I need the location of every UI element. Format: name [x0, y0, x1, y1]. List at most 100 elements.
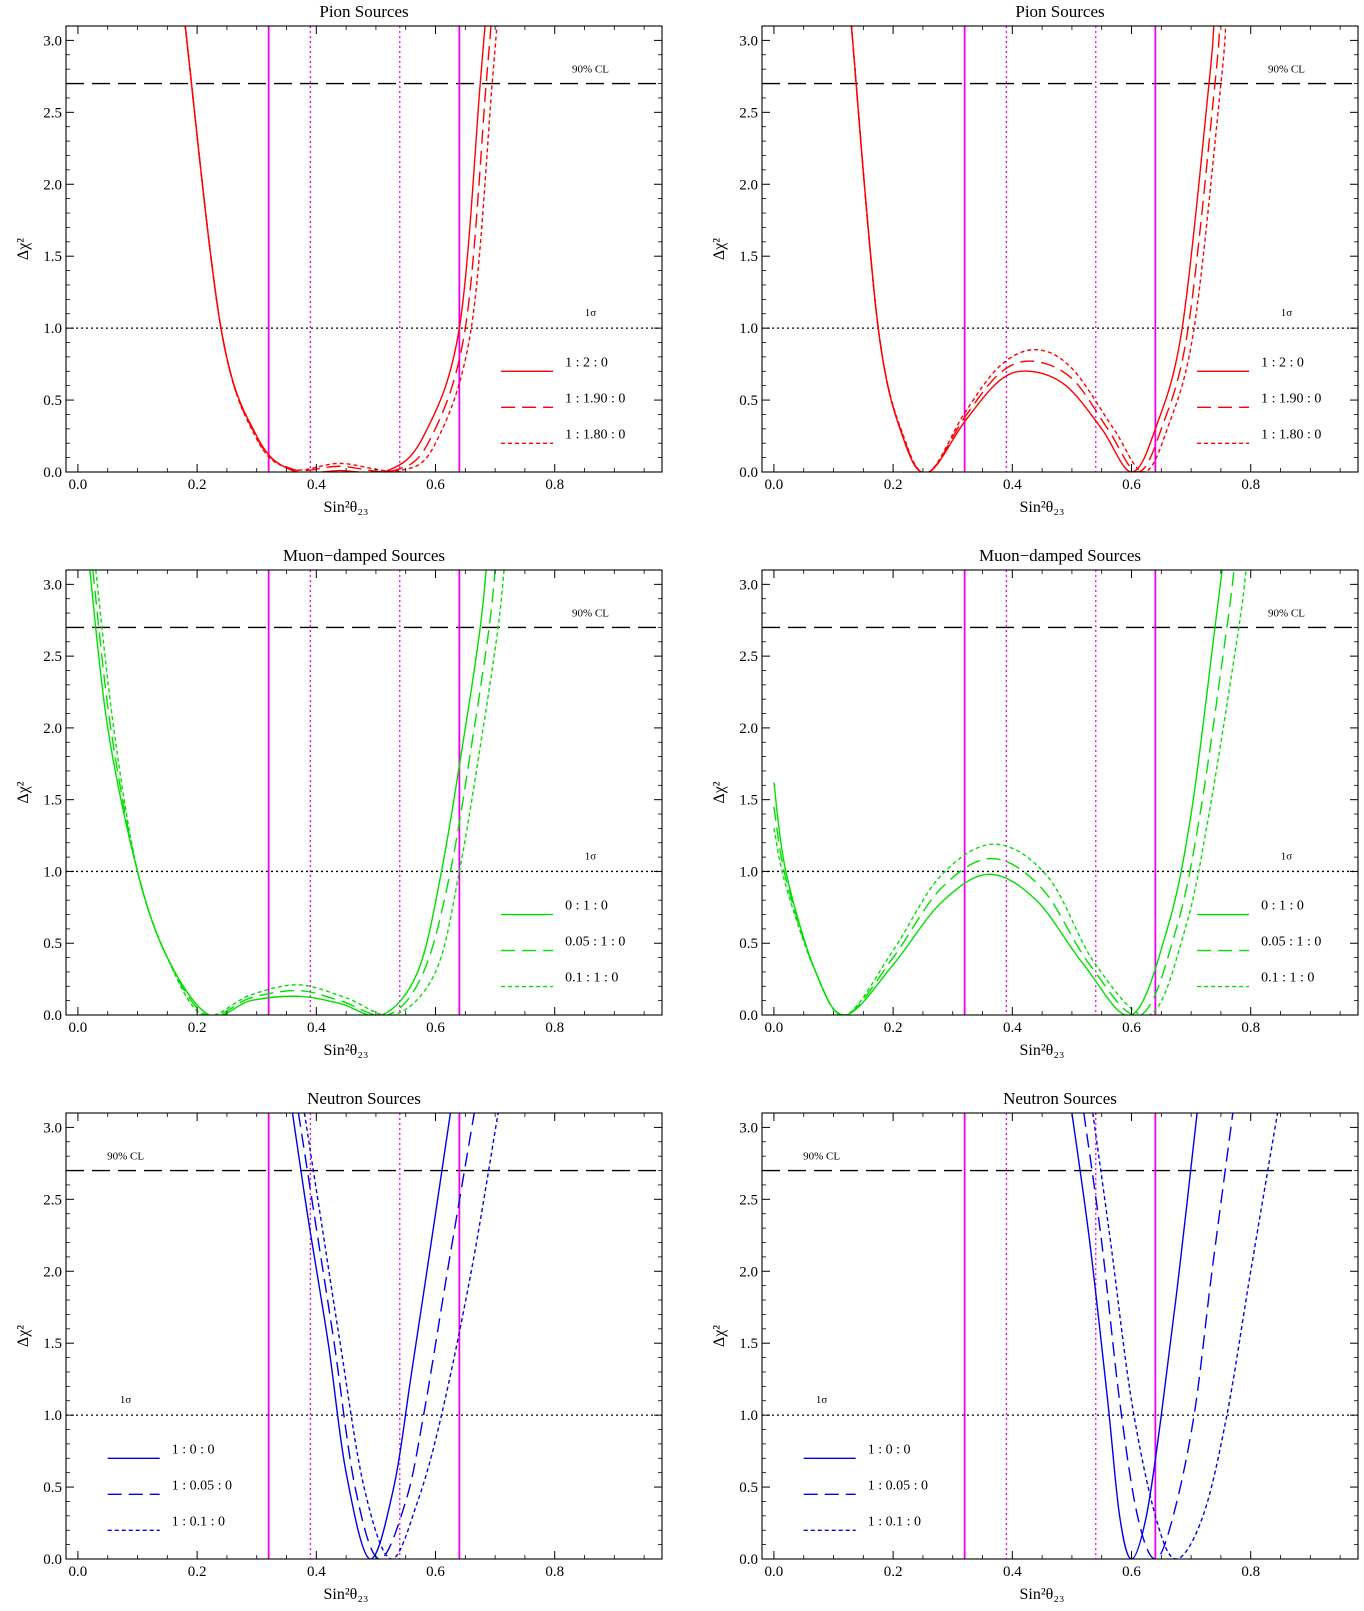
legend-label-1: 0 : 1 : 0: [565, 899, 608, 914]
y-tick-label: 3.0: [739, 577, 758, 593]
y-tick-label: 1.0: [43, 864, 62, 880]
one-sigma-label: 1σ: [585, 307, 597, 319]
series-line-2: [184, 26, 492, 472]
y-tick-label: 0.5: [739, 393, 758, 409]
x-tick-label: 0.2: [188, 1564, 207, 1580]
x-tick-label: 0.0: [765, 1564, 784, 1580]
chart-panel-5: Neutron Sources 90% CL 1σ 0.0 0.2 0.4 0.6 0.8 0.…: [15, 1089, 663, 1603]
legend-label-2: 1 : 1.90 : 0: [1261, 391, 1321, 406]
x-tick-label: 0.0: [69, 1564, 88, 1580]
series-line-1: [89, 570, 487, 1015]
x-tick-label: 0.2: [188, 477, 207, 493]
y-tick-label: 2.5: [739, 105, 758, 121]
chart-panel-3: Muon−damped Sources 90% CL 1σ 0.0 0.2 0.4 0.6 0…: [15, 546, 663, 1059]
series-line-3: [184, 26, 498, 472]
x-tick-label: 0.4: [1003, 477, 1022, 493]
legend-label-3: 1 : 1.80 : 0: [565, 427, 625, 442]
series-line-2: [850, 26, 1221, 472]
plot-frame: [65, 25, 663, 473]
series-line-2: [297, 1113, 475, 1559]
legend: 1 : 2 : 0 1 : 1.90 : 0 1 : 1.80 : 0: [1197, 355, 1321, 444]
y-tick-label: 2.0: [43, 177, 62, 193]
y-tick-label: 1.0: [739, 864, 758, 880]
x-tick-label: 0.8: [545, 1020, 564, 1036]
cl90-label: 90% CL: [1268, 64, 1305, 76]
x-tick-label: 0.4: [307, 1020, 326, 1036]
chart-title: Muon−damped Sources: [979, 546, 1141, 565]
one-sigma-label: 1σ: [816, 1394, 828, 1406]
legend-label-1: 1 : 2 : 0: [1261, 355, 1304, 370]
y-tick-label: 3.0: [739, 1120, 758, 1136]
series-line-2: [773, 570, 1235, 1015]
y-tick-label: 0.0: [43, 1552, 62, 1568]
y-tick-label: 0.0: [739, 1552, 758, 1568]
plot-area: [762, 570, 1358, 1015]
legend-label-2: 0.05 : 1 : 0: [565, 935, 625, 950]
y-tick-label: 2.5: [739, 1192, 758, 1208]
one-sigma-label: 1σ: [1281, 850, 1293, 862]
x-tick-label: 0.8: [545, 1564, 564, 1580]
legend-label-2: 1 : 0.05 : 0: [172, 1478, 232, 1493]
y-tick-label: 1.0: [43, 321, 62, 337]
series-line-3: [95, 570, 505, 1015]
y-tick-label: 2.0: [739, 721, 758, 737]
plot-area: [762, 1113, 1358, 1559]
y-tick-label: 0.0: [43, 1008, 62, 1024]
series-line-1: [1071, 1113, 1198, 1559]
legend-label-3: 1 : 0.1 : 0: [868, 1514, 921, 1529]
legend: 1 : 0 : 0 1 : 0.05 : 0 1 : 0.1 : 0: [803, 1442, 928, 1531]
plot-frame: [65, 569, 663, 1016]
y-tick-label: 2.5: [43, 649, 62, 665]
y-tick-label: 1.5: [43, 793, 62, 809]
cl90-label: 90% CL: [1268, 607, 1305, 619]
chart-title: Neutron Sources: [307, 1089, 421, 1108]
x-tick-label: 0.6: [426, 1564, 445, 1580]
series-line-3: [303, 1113, 499, 1559]
chart-panel-2: Pion Sources 90% CL 1σ 0.0 0.2 0.4 0.6 0.8 0.0 0.…: [711, 2, 1359, 516]
x-tick-label: 0.6: [426, 477, 445, 493]
x-tick-label: 0.6: [1122, 477, 1141, 493]
series-line-3: [850, 26, 1227, 472]
chart-panel-4: Muon−damped Sources 90% CL 1σ 0.0 0.2 0.4 0.6 0…: [711, 546, 1359, 1059]
y-tick-label: 2.0: [43, 1264, 62, 1280]
plot-frame: [761, 569, 1359, 1016]
legend-label-2: 1 : 0.05 : 0: [868, 1478, 928, 1493]
series-line-1: [184, 26, 486, 472]
x-tick-label: 0.4: [1003, 1564, 1022, 1580]
y-tick-label: 3.0: [43, 1120, 62, 1136]
cl90-label: 90% CL: [572, 607, 609, 619]
one-sigma-label: 1σ: [1281, 307, 1293, 319]
chart-title: Pion Sources: [1015, 2, 1104, 21]
x-tick-label: 0.8: [545, 477, 564, 493]
y-tick-label: 1.5: [739, 793, 758, 809]
x-tick-label: 0.0: [69, 1020, 88, 1036]
legend-label-3: 1 : 1.80 : 0: [1261, 427, 1321, 442]
x-tick-label: 0.8: [1241, 477, 1260, 493]
x-tick-label: 0.4: [307, 477, 326, 493]
legend-label-1: 1 : 2 : 0: [565, 355, 608, 370]
y-tick-label: 3.0: [739, 33, 758, 49]
y-axis-label: Δχ²: [15, 1325, 32, 1347]
y-tick-label: 1.0: [739, 321, 758, 337]
y-tick-label: 0.5: [739, 1480, 758, 1496]
x-tick-label: 0.2: [884, 1020, 903, 1036]
x-tick-label: 0.8: [1241, 1020, 1260, 1036]
chart-panel-6: Neutron Sources 90% CL 1σ 0.0 0.2 0.4 0.6 0.8 0.…: [711, 1089, 1359, 1603]
legend-label-2: 1 : 1.90 : 0: [565, 391, 625, 406]
y-tick-label: 0.0: [739, 465, 758, 481]
one-sigma-label: 1σ: [120, 1394, 132, 1406]
y-axis-label: Δχ²: [711, 238, 728, 260]
y-tick-label: 0.0: [739, 1008, 758, 1024]
chart-title: Neutron Sources: [1003, 1089, 1117, 1108]
one-sigma-label: 1σ: [585, 850, 597, 862]
plot-area: [66, 26, 662, 472]
y-tick-label: 1.5: [739, 249, 758, 265]
plot-frame: [761, 1112, 1359, 1560]
x-axis-label: Sin²θ₂₃: [1020, 1586, 1065, 1603]
legend-label-3: 0.1 : 1 : 0: [565, 971, 618, 986]
y-tick-label: 1.0: [43, 1408, 62, 1424]
x-tick-label: 0.0: [765, 477, 784, 493]
x-tick-label: 0.2: [884, 477, 903, 493]
x-axis-label: Sin²θ₂₃: [1020, 499, 1065, 516]
x-axis-label: Sin²θ₂₃: [1020, 1042, 1065, 1059]
